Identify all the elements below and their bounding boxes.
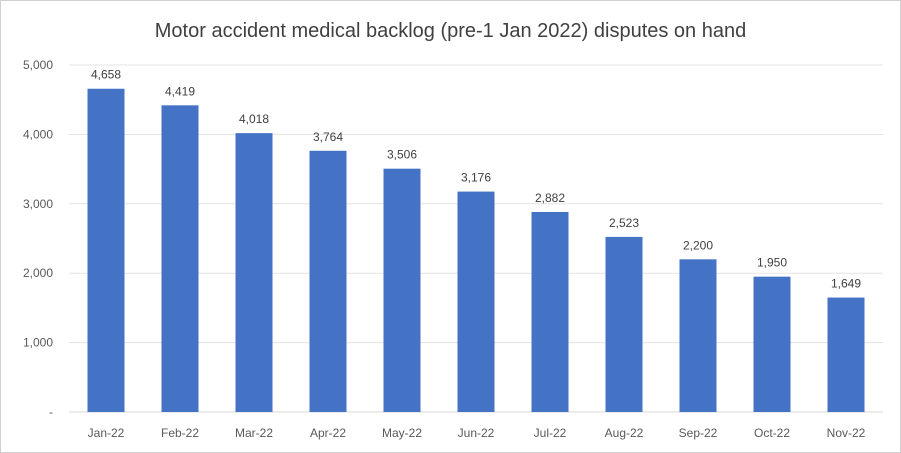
y-tick-label: 3,000 [23, 197, 53, 211]
chart-title: Motor accident medical backlog (pre-1 Ja… [155, 20, 746, 42]
y-tick-label: 4,000 [23, 127, 53, 141]
x-tick-label: Sep-22 [679, 426, 718, 440]
data-label: 2,882 [535, 191, 565, 205]
x-tick-label: Jun-22 [458, 426, 495, 440]
data-label: 4,419 [165, 84, 195, 98]
bar [753, 276, 791, 412]
data-label: 4,018 [239, 112, 269, 126]
data-label: 1,649 [831, 277, 861, 291]
y-axis-ticks: - 1,000 2,000 3,000 4,000 5,000 [23, 58, 53, 419]
x-tick-label: Jul-22 [534, 426, 567, 440]
x-tick-label: Oct-22 [754, 426, 790, 440]
x-tick-label: May-22 [382, 426, 422, 440]
bar [827, 297, 865, 412]
x-tick-label: Apr-22 [310, 426, 346, 440]
bar [87, 88, 125, 412]
x-axis-ticks: Jan-22 Feb-22 Mar-22 Apr-22 May-22 Jun-22 Jul-… [88, 426, 866, 440]
bar [309, 150, 347, 413]
data-label: 2,523 [609, 216, 639, 230]
x-tick-label: Mar-22 [235, 426, 273, 440]
bar [235, 133, 273, 412]
data-label: 4,658 [91, 68, 121, 82]
bar [605, 236, 643, 412]
x-tick-label: Jan-22 [88, 426, 125, 440]
data-label: 3,764 [313, 130, 343, 144]
x-tick-label: Aug-22 [605, 426, 644, 440]
bar [457, 191, 495, 412]
bar [679, 259, 717, 412]
bars [87, 88, 865, 413]
data-label: 2,200 [683, 238, 713, 252]
y-tick-label: 2,000 [23, 266, 53, 280]
x-tick-label: Feb-22 [161, 426, 199, 440]
bar [383, 168, 421, 412]
data-label: 3,176 [461, 171, 491, 185]
data-label: 1,950 [757, 256, 787, 270]
y-tick-label: 1,000 [23, 336, 53, 350]
x-tick-label: Nov-22 [827, 426, 866, 440]
y-tick-label: - [49, 405, 53, 419]
data-label: 3,506 [387, 148, 417, 162]
bar [161, 105, 199, 412]
bar [531, 211, 569, 412]
data-labels: 4,658 4,419 4,018 3,764 3,506 3,176 2,882 2,523… [91, 68, 861, 291]
y-tick-label: 5,000 [23, 58, 53, 72]
